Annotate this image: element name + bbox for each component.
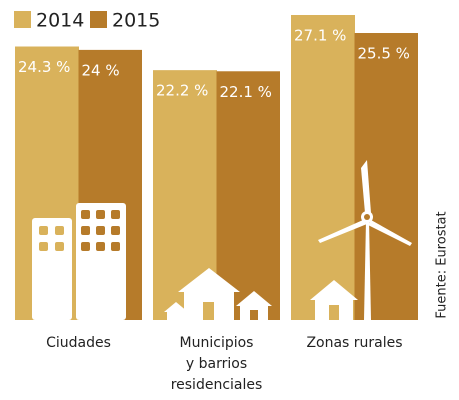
value-label: 24.3 % — [18, 58, 70, 76]
windows — [81, 210, 120, 251]
value-label: 22.2 % — [156, 82, 208, 100]
value-label: 27.1 % — [294, 27, 346, 45]
category-label: Ciudades — [46, 335, 111, 351]
legend-swatch — [14, 11, 31, 28]
legend: 2014 2015 — [14, 10, 160, 32]
house-icons — [164, 268, 272, 320]
building-icon — [76, 203, 126, 320]
category-label: Zonas rurales — [306, 335, 403, 351]
legend-swatch — [90, 11, 107, 28]
icons — [32, 160, 412, 320]
windows — [39, 226, 64, 251]
bar — [216, 71, 280, 320]
building-icon — [32, 218, 72, 320]
legend-label: 2015 — [112, 10, 160, 32]
value-label: 25.5 % — [358, 45, 410, 63]
category-label: Municipios y barrios residenciales — [170, 335, 263, 393]
value-label: 24 % — [82, 61, 120, 79]
value-label: 22.1 % — [220, 83, 272, 101]
legend-label: 2014 — [36, 10, 84, 32]
rural-icons — [310, 160, 412, 320]
source-note: Fuente: Eurostat — [435, 211, 450, 318]
bar — [291, 15, 355, 320]
bars: 24.3 % 22.2 % 27.1 % 24 % 22.1 % 25.5 % — [15, 15, 418, 321]
